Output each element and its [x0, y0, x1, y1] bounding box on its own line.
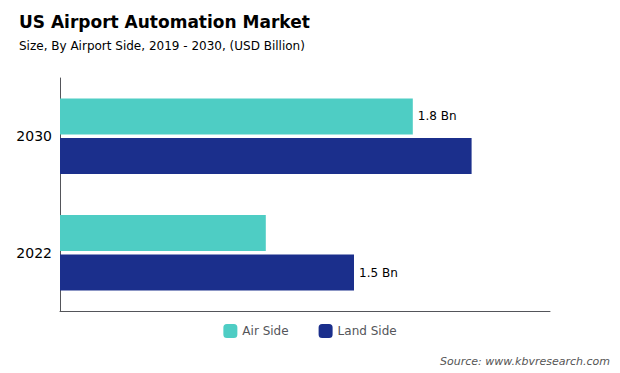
svg-text:Air Side: Air Side — [242, 324, 288, 338]
svg-text:2022: 2022 — [16, 245, 52, 261]
svg-text:2030: 2030 — [16, 128, 52, 144]
svg-text:US Airport Automation Market: US Airport Automation Market — [19, 12, 310, 32]
svg-text:Land Side: Land Side — [338, 324, 397, 338]
svg-text:1.8 Bn: 1.8 Bn — [418, 109, 457, 123]
svg-text:Source: www.kbvresearch.com: Source: www.kbvresearch.com — [440, 355, 610, 368]
svg-text:Size, By Airport Side, 2019 -: Size, By Airport Side, 2019 - 2030, (USD… — [19, 39, 305, 53]
svg-text:1.5 Bn: 1.5 Bn — [359, 266, 398, 280]
